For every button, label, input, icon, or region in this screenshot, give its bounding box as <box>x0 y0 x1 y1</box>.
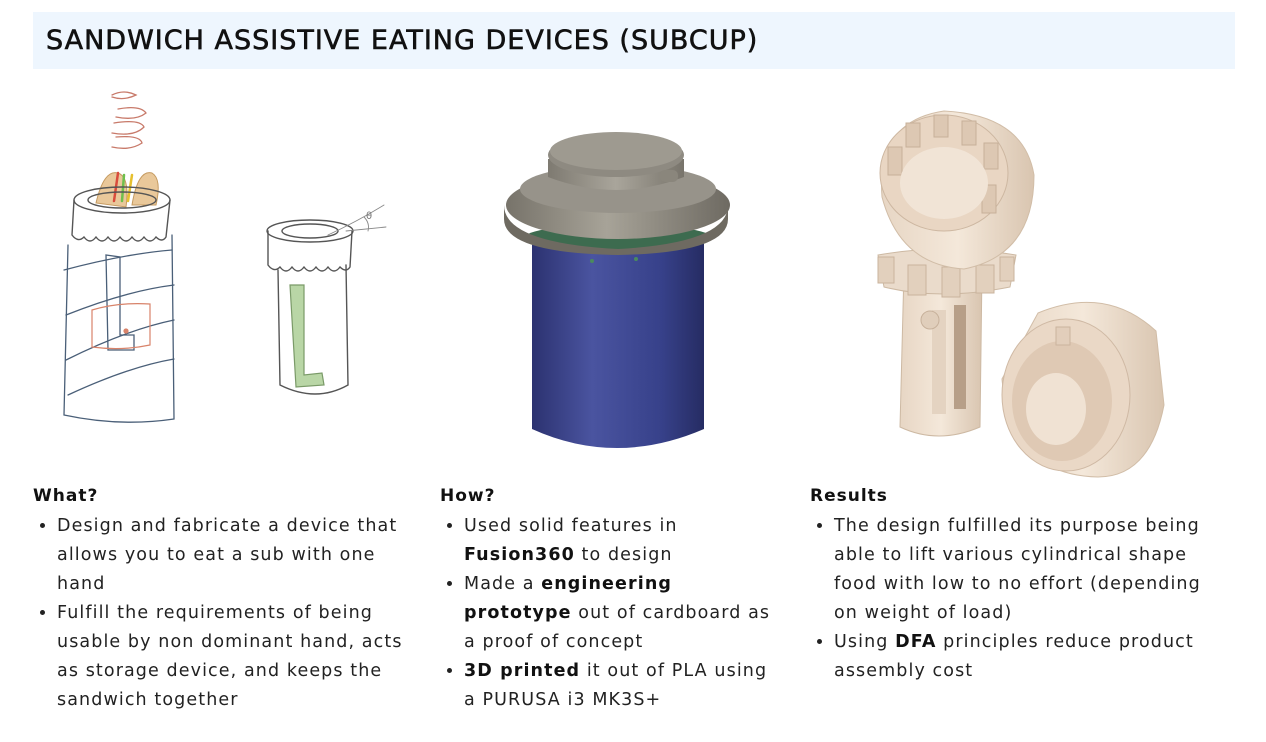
section-heading: Results <box>810 486 888 506</box>
section-heading: What? <box>33 486 99 506</box>
device-sketch-right <box>266 219 354 395</box>
section-results: Results The design fulfilled its purpose… <box>810 486 1230 686</box>
printed-parts-illustration <box>877 110 1165 478</box>
list-item: Used solid features in Fusion360 to desi… <box>464 512 785 570</box>
section-heading: How? <box>440 486 496 506</box>
sketch-illustration: θ <box>63 91 387 423</box>
angle-label: θ <box>366 211 372 222</box>
bullet-list: Used solid features in Fusion360 to desi… <box>440 512 785 715</box>
list-item: Fulfill the requirements of being usable… <box>57 599 418 715</box>
section-what: What? Design and fabricate a device that… <box>33 486 418 715</box>
list-item: Made a engineering prototype out of card… <box>464 570 785 657</box>
bullet-list: The design fulfilled its purpose being a… <box>810 512 1230 686</box>
title-bar: SANDWICH ASSISTIVE EATING DEVICES (SUBCU… <box>33 12 1235 69</box>
section-how: How? Used solid features in Fusion360 to… <box>440 486 785 715</box>
motion-spiral-icon <box>111 91 147 149</box>
page-title: SANDWICH ASSISTIVE EATING DEVICES (SUBCU… <box>46 25 759 57</box>
list-item: 3D printed it out of PLA using a PURUSA … <box>464 657 785 715</box>
cad-render-illustration <box>504 132 730 448</box>
device-sketch-left <box>71 186 171 242</box>
list-item: The design fulfilled its purpose being a… <box>834 512 1230 628</box>
bullet-list: Design and fabricate a device that allow… <box>33 512 418 715</box>
list-item: Design and fabricate a device that allow… <box>57 512 418 599</box>
list-item: Using DFA principles reduce product asse… <box>834 628 1230 686</box>
